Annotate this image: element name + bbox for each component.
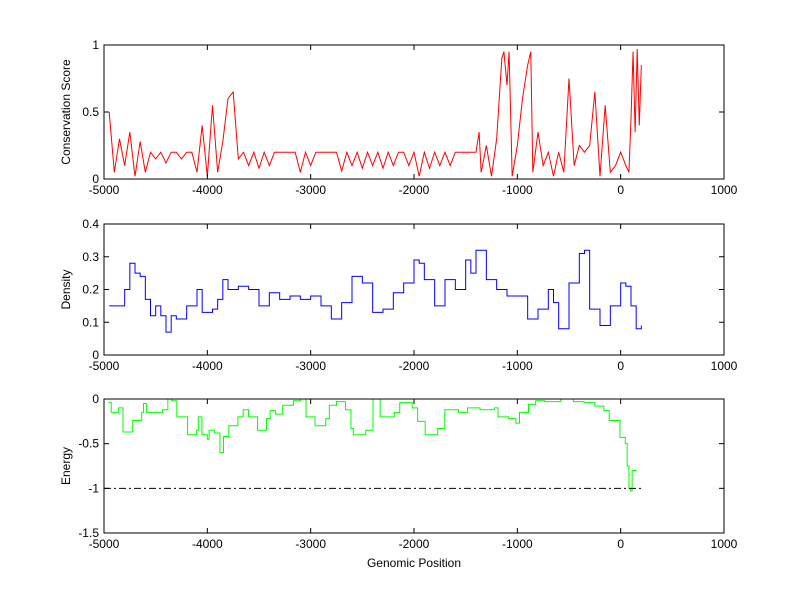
density-line xyxy=(109,249,642,333)
x-tick-label: 1000 xyxy=(711,359,738,373)
energy-line xyxy=(108,398,637,492)
conservation-line xyxy=(108,49,642,177)
y-tick-label: -1 xyxy=(88,481,99,495)
x-tick-label: -4000 xyxy=(192,183,223,197)
y-tick-label: 1 xyxy=(92,38,99,52)
x-tick-label: -5000 xyxy=(89,359,120,373)
axes-background xyxy=(104,45,724,179)
conservation-subplot: -5000 -4000 -3000 -2000 -1000 0 1000 0 0.5 1 Conse… xyxy=(59,38,738,197)
x-tick-label: -1000 xyxy=(502,537,533,551)
x-tick-label: 0 xyxy=(617,359,624,373)
x-tick-label: -2000 xyxy=(399,537,430,551)
x-tick-label: -5000 xyxy=(89,183,120,197)
y-tick-label: 0 xyxy=(92,348,99,362)
density-subplot: -5000 -4000 -3000 -2000 -1000 0 1000 0 0.1 0.2 0.3… xyxy=(59,217,738,373)
x-tick-label: 1000 xyxy=(711,183,738,197)
y-tick-label: 0.3 xyxy=(82,250,99,264)
y-tick-label: 0 xyxy=(92,392,99,406)
x-tick-label: -3000 xyxy=(295,359,326,373)
axes-background xyxy=(104,399,724,533)
x-tick-label: -5000 xyxy=(89,537,120,551)
x-tick-label: 0 xyxy=(617,537,624,551)
y-tick-label: 0.5 xyxy=(82,105,99,119)
x-tick-label: -3000 xyxy=(295,183,326,197)
x-tick-label: 0 xyxy=(617,183,624,197)
y-tick-label: 0 xyxy=(92,172,99,186)
y-axis-label: Energy xyxy=(59,447,73,485)
y-tick-label: -0.5 xyxy=(78,437,99,451)
x-tick-label: -1000 xyxy=(502,183,533,197)
x-tick-label: -2000 xyxy=(399,359,430,373)
x-tick-label: -2000 xyxy=(399,183,430,197)
x-axis-label: Genomic Position xyxy=(367,556,461,570)
y-axis-label: Conservation Score xyxy=(59,59,73,165)
x-tick-label: 1000 xyxy=(711,537,738,551)
y-tick-label: 0.4 xyxy=(82,217,99,231)
x-tick-label: -4000 xyxy=(192,537,223,551)
x-tick-label: -1000 xyxy=(502,359,533,373)
y-tick-label: 0.1 xyxy=(82,315,99,329)
y-axis-label: Density xyxy=(59,269,73,309)
y-tick-label: -1.5 xyxy=(78,526,99,540)
energy-subplot: -5000 -4000 -3000 -2000 -1000 0 1000 -1.5 -1 -0.5… xyxy=(59,392,738,570)
x-tick-label: -3000 xyxy=(295,537,326,551)
x-tick-label: -4000 xyxy=(192,359,223,373)
y-tick-label: 0.2 xyxy=(82,283,99,297)
